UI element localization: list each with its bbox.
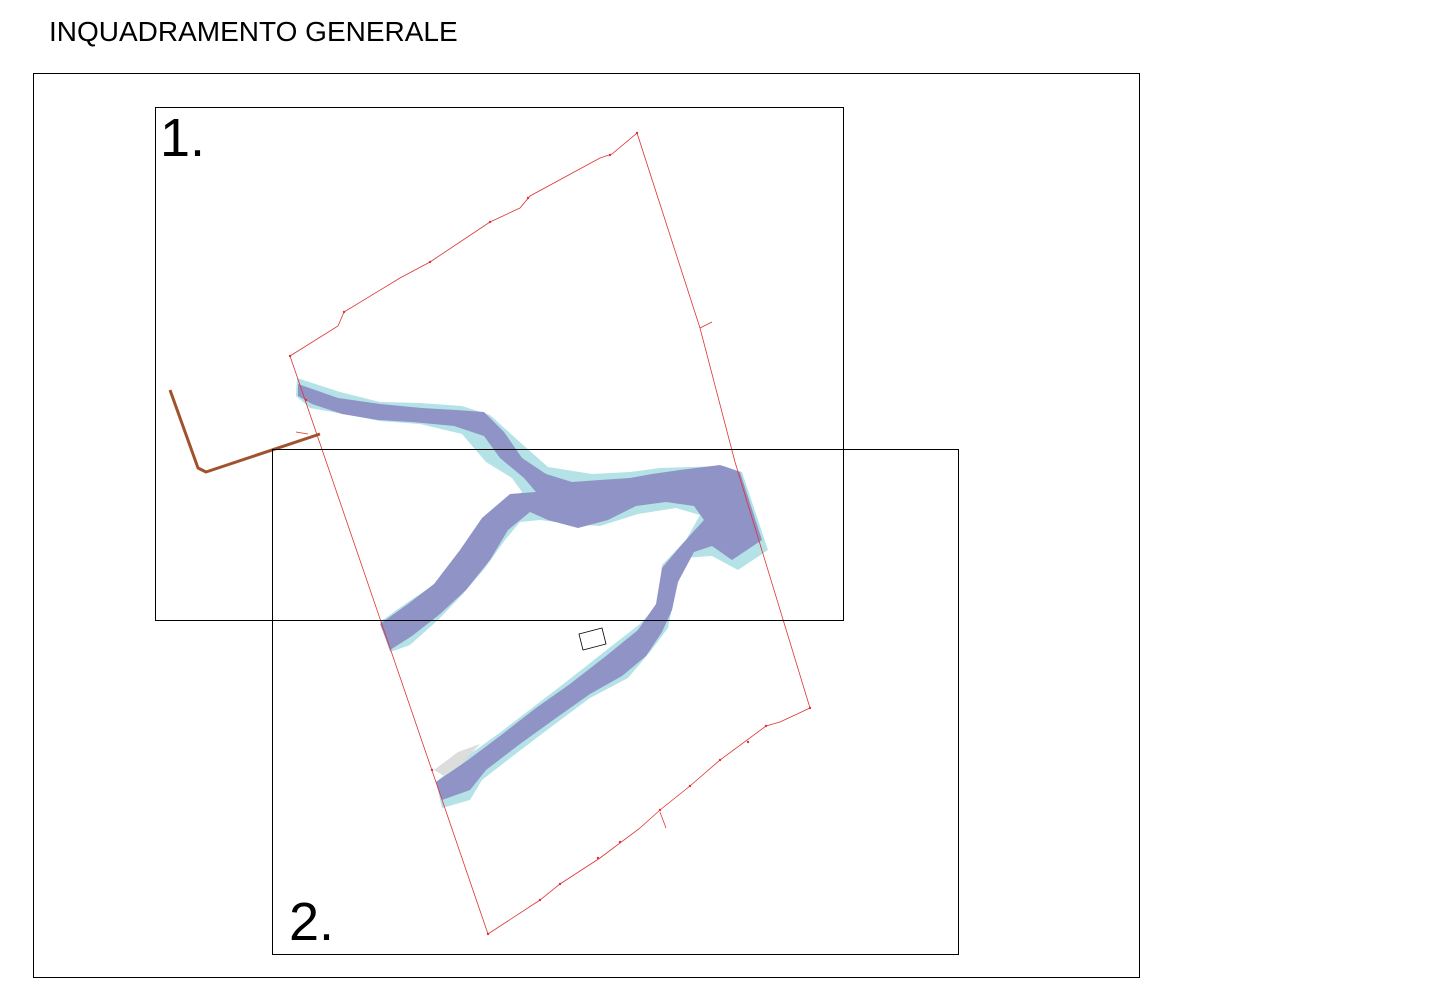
outer-frame (33, 73, 1140, 978)
sheet-2-label: 2. (289, 892, 334, 952)
sheet-1-frame (155, 107, 844, 621)
access-road (168, 389, 321, 474)
page-title: INQUADRAMENTO GENERALE (49, 16, 458, 47)
river-bank (296, 378, 768, 808)
sheet-2-frame (272, 449, 959, 955)
gravel-patch (434, 744, 480, 776)
boundary-vertices (288, 131, 812, 936)
small-building (578, 627, 607, 651)
survey-markers (295, 321, 713, 829)
sheet-1-label: 1. (160, 108, 205, 168)
river-core (298, 384, 762, 800)
